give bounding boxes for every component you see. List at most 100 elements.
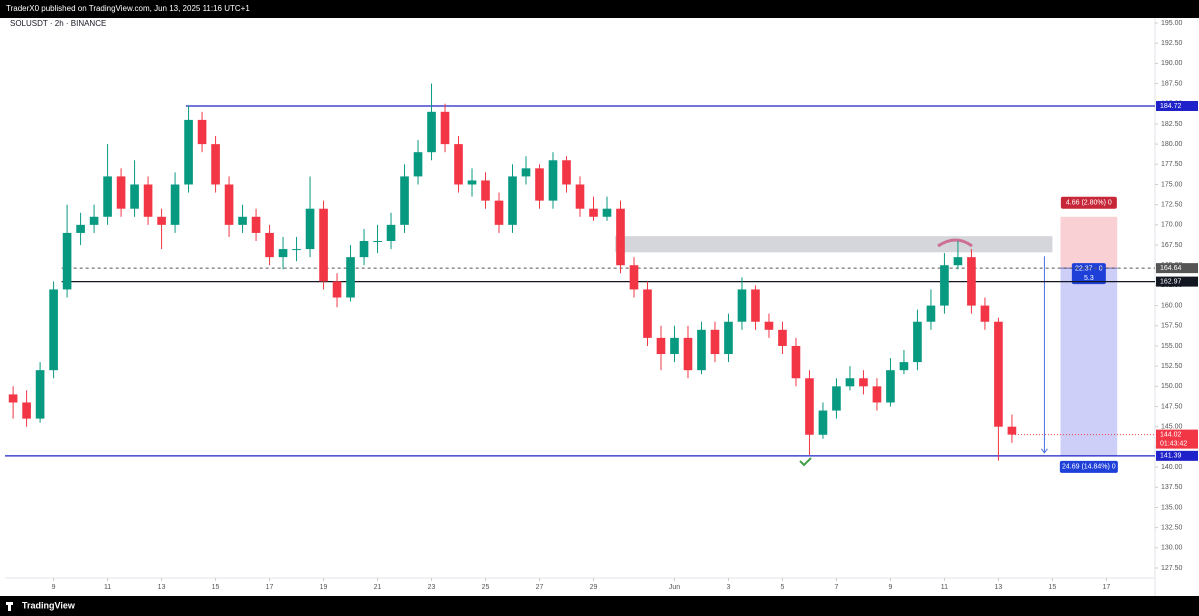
candle-body bbox=[292, 249, 301, 251]
entry-label-box bbox=[1071, 263, 1106, 285]
candle-body bbox=[980, 305, 990, 322]
level-tag bbox=[1156, 450, 1198, 461]
candle-body bbox=[49, 289, 58, 371]
candle-body bbox=[143, 184, 153, 217]
candle-body bbox=[467, 180, 477, 185]
countdown-label: 01:43:42 bbox=[1160, 440, 1187, 447]
candle-body bbox=[805, 378, 814, 435]
x-tick-label: 11 bbox=[941, 584, 948, 591]
candle-body bbox=[845, 378, 855, 387]
entry-label: 22.37 - 0 bbox=[1075, 265, 1103, 272]
candle-body bbox=[562, 160, 571, 185]
header-bar bbox=[0, 0, 1199, 18]
candle-body bbox=[994, 321, 1003, 427]
candle-body bbox=[319, 208, 328, 282]
candle-body bbox=[265, 232, 274, 258]
candle-body bbox=[278, 249, 288, 258]
candle-body bbox=[184, 119, 193, 185]
candle-body bbox=[697, 329, 706, 371]
candle-body bbox=[913, 321, 922, 363]
candle-body bbox=[643, 289, 652, 338]
y-tick-label: 130.00 bbox=[1161, 545, 1183, 552]
candle-body bbox=[494, 200, 504, 225]
candle-body bbox=[89, 216, 99, 225]
candle-body bbox=[170, 184, 180, 225]
candle-body bbox=[764, 321, 774, 330]
candle-body bbox=[859, 378, 868, 387]
x-tick-label: 19 bbox=[320, 584, 328, 591]
candle-body bbox=[818, 410, 828, 435]
candle-body bbox=[683, 337, 693, 371]
candle-body bbox=[872, 386, 882, 403]
candle-body bbox=[575, 184, 585, 209]
y-tick-label: 140.00 bbox=[1161, 464, 1183, 471]
candle-body bbox=[899, 362, 909, 371]
level-tag bbox=[1156, 263, 1198, 274]
y-tick-label: 155.00 bbox=[1161, 343, 1183, 350]
candle-body bbox=[130, 184, 139, 209]
y-tick-label: 160.00 bbox=[1161, 302, 1183, 309]
check-mark bbox=[799, 457, 812, 467]
x-tick-label: 29 bbox=[590, 584, 598, 591]
target-label: 24.69 (14.84%) 0 bbox=[1062, 464, 1116, 471]
candle-body bbox=[832, 386, 841, 411]
target-arrow-head bbox=[1041, 448, 1048, 454]
level-tag bbox=[1156, 276, 1198, 287]
level-tag bbox=[1156, 101, 1198, 112]
candle-body bbox=[386, 224, 396, 241]
candle-body bbox=[400, 176, 409, 225]
x-tick-label: 11 bbox=[104, 584, 111, 591]
y-tick-label: 127.50 bbox=[1161, 565, 1183, 572]
candle-body bbox=[724, 321, 733, 355]
candle-body bbox=[926, 305, 936, 322]
candle-body bbox=[535, 168, 544, 201]
candle-body bbox=[778, 329, 787, 346]
candle-body bbox=[751, 289, 760, 322]
y-tick-label: 187.50 bbox=[1161, 80, 1183, 87]
candle-body bbox=[629, 265, 639, 290]
candle-body bbox=[413, 152, 423, 177]
candle-body bbox=[1007, 426, 1017, 435]
y-tick-label: 145.00 bbox=[1161, 424, 1183, 431]
candle-body bbox=[35, 370, 45, 419]
candle-body bbox=[670, 337, 679, 355]
candle-body bbox=[332, 281, 342, 298]
last-price-label: 144.02 bbox=[1160, 431, 1182, 438]
candle-body bbox=[211, 144, 220, 185]
y-tick-label: 167.50 bbox=[1161, 242, 1183, 249]
candle-body bbox=[953, 257, 963, 266]
y-tick-label: 177.50 bbox=[1161, 161, 1183, 168]
candle-body bbox=[359, 240, 369, 258]
target-label-box bbox=[1059, 460, 1118, 473]
y-tick-label: 190.00 bbox=[1161, 60, 1183, 67]
x-tick-label: 5 bbox=[781, 584, 785, 591]
candle-body bbox=[737, 289, 747, 322]
candle-body bbox=[589, 208, 598, 217]
candle-body bbox=[427, 111, 436, 153]
y-tick-label: 172.50 bbox=[1161, 202, 1183, 209]
candle-body bbox=[305, 208, 315, 250]
candle-body bbox=[481, 180, 490, 201]
entry-label: 5.3 bbox=[1084, 275, 1094, 282]
candle-body bbox=[103, 176, 112, 217]
x-tick-label: 3 bbox=[727, 584, 731, 591]
candle-body bbox=[548, 160, 558, 201]
y-tick-label: 152.50 bbox=[1161, 363, 1183, 370]
candle-body bbox=[791, 345, 801, 379]
x-tick-label: 15 bbox=[212, 584, 220, 591]
stop-label-box bbox=[1060, 196, 1117, 209]
stop-label: 4.66 (2.80%) 0 bbox=[1066, 200, 1112, 207]
candle-body bbox=[224, 184, 234, 225]
stop-zone bbox=[1060, 216, 1118, 269]
candle-body bbox=[886, 370, 895, 403]
y-tick-label: 150.00 bbox=[1161, 383, 1183, 390]
candle-body bbox=[508, 176, 517, 225]
candle-body bbox=[251, 216, 261, 233]
footer-text: TradingView bbox=[22, 600, 76, 610]
y-tick-label: 137.50 bbox=[1161, 484, 1183, 491]
footer-bar bbox=[0, 596, 1199, 616]
y-tick-label: 170.00 bbox=[1161, 222, 1183, 229]
candle-body bbox=[440, 111, 450, 145]
header-text: TraderX0 published on TradingView.com, J… bbox=[6, 4, 250, 13]
